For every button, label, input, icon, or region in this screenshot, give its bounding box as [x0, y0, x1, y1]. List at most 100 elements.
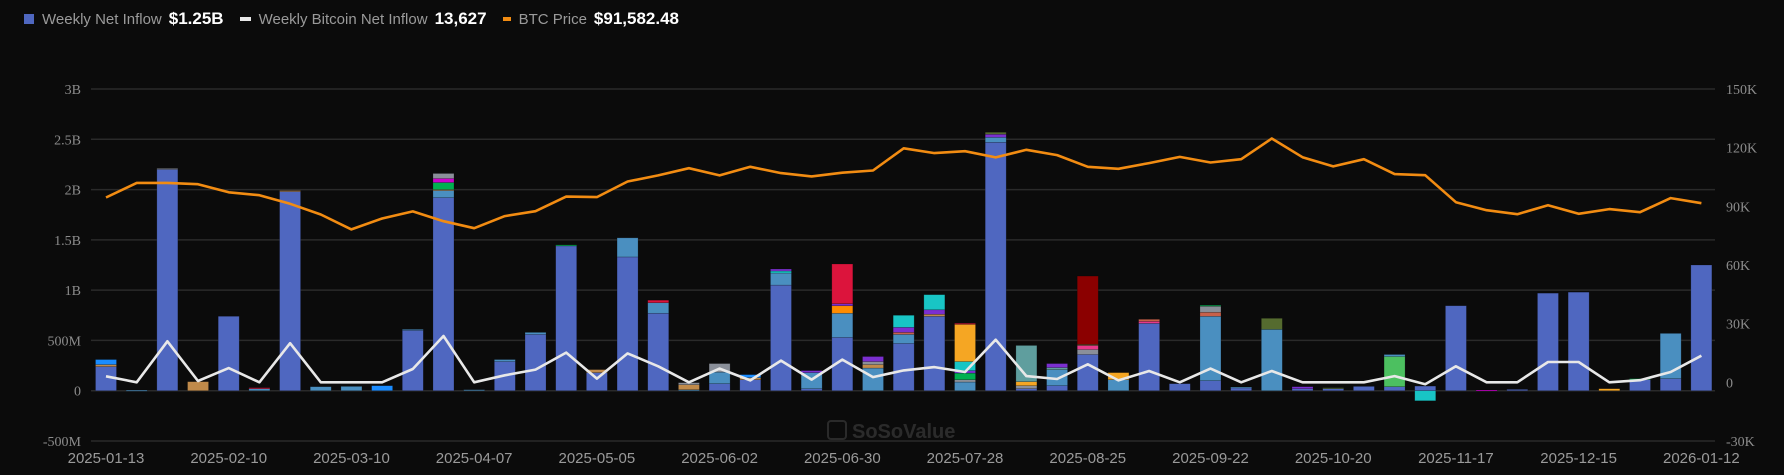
bar-segment[interactable]	[954, 323, 976, 325]
bar-segment[interactable]	[892, 327, 915, 333]
btc-net-inflow-line-point[interactable]	[1514, 379, 1520, 385]
bar-2025-11-17[interactable]	[1445, 305, 1467, 392]
bar-segment[interactable]	[432, 197, 455, 392]
bar-segment[interactable]	[1169, 383, 1191, 392]
btc-net-inflow-line-point[interactable]	[1023, 373, 1029, 379]
btc-price-line-point[interactable]	[1269, 135, 1275, 141]
bar-2025-05-05[interactable]	[586, 369, 608, 392]
bar-segment[interactable]	[1414, 390, 1437, 402]
btc-price-line-point[interactable]	[1361, 156, 1367, 162]
bar-2025-04-28[interactable]	[555, 244, 578, 392]
bar-segment[interactable]	[954, 381, 976, 392]
bar-2025-05-12[interactable]	[616, 237, 639, 392]
btc-price-line-point[interactable]	[1576, 211, 1582, 217]
bar-segment[interactable]	[1046, 385, 1068, 392]
btc-net-inflow-line-point[interactable]	[655, 363, 661, 369]
btc-net-inflow-line-point[interactable]	[1085, 361, 1091, 367]
bar-2025-02-10[interactable]	[217, 315, 240, 392]
btc-net-inflow-line-point[interactable]	[1115, 377, 1121, 383]
bar-segment[interactable]	[125, 389, 148, 392]
bar-2025-08-04[interactable]	[984, 131, 1007, 392]
bar-segment[interactable]	[1199, 380, 1222, 392]
btc-net-inflow-line-point[interactable]	[1361, 379, 1367, 385]
bar-segment[interactable]	[1261, 318, 1283, 330]
bar-segment[interactable]	[831, 305, 854, 314]
btc-net-inflow-line-point[interactable]	[1698, 353, 1704, 359]
bar-segment[interactable]	[95, 359, 117, 365]
bar-segment[interactable]	[1659, 378, 1682, 392]
bar-segment[interactable]	[1537, 292, 1559, 392]
btc-price-line-point[interactable]	[1177, 154, 1183, 160]
bar-2025-07-21[interactable]	[923, 294, 946, 392]
bar-2025-07-07[interactable]	[862, 356, 884, 392]
bar-segment[interactable]	[1353, 386, 1375, 392]
btc-net-inflow-line[interactable]	[105, 334, 1703, 386]
btc-price-line-point[interactable]	[1085, 164, 1091, 170]
bar-segment[interactable]	[1015, 385, 1038, 390]
btc-price-line-point[interactable]	[1146, 160, 1152, 166]
bar-segment[interactable]	[524, 334, 547, 392]
bar-segment[interactable]	[1076, 345, 1099, 350]
bar-segment[interactable]	[1046, 363, 1068, 368]
bar-2025-10-13[interactable]	[1291, 386, 1314, 392]
bar-segment[interactable]	[1322, 387, 1344, 390]
bar-segment[interactable]	[770, 270, 792, 274]
btc-price-line-point[interactable]	[563, 194, 569, 200]
bar-segment[interactable]	[217, 315, 240, 392]
bar-segment[interactable]	[831, 312, 854, 338]
bar-segment[interactable]	[555, 245, 578, 392]
btc-net-inflow-line-point[interactable]	[1576, 359, 1582, 365]
btc-price-line-point[interactable]	[1238, 156, 1244, 162]
bar-segment[interactable]	[248, 387, 271, 390]
bar-2025-03-31[interactable]	[432, 173, 455, 392]
bar-2026-01-12[interactable]	[1690, 264, 1713, 392]
btc-price-line-point[interactable]	[1484, 207, 1490, 213]
btc-net-inflow-line-point[interactable]	[226, 365, 232, 371]
bar-segment[interactable]	[984, 133, 1007, 138]
btc-net-inflow-line-point[interactable]	[962, 369, 968, 375]
bar-segment[interactable]	[1475, 389, 1498, 392]
btc-price-line-point[interactable]	[1637, 209, 1643, 215]
btc-price-line-point[interactable]	[1207, 160, 1213, 166]
bar-segment[interactable]	[984, 142, 1007, 392]
bar-2025-11-03[interactable]	[1383, 354, 1406, 392]
bar-segment[interactable]	[1199, 304, 1222, 307]
btc-net-inflow-line-point[interactable]	[440, 333, 446, 339]
bar-segment[interactable]	[524, 332, 547, 335]
bar-segment[interactable]	[892, 343, 915, 392]
bar-segment[interactable]	[494, 359, 516, 362]
btc-price-line-point[interactable]	[870, 168, 876, 174]
bar-2025-05-19[interactable]	[647, 299, 670, 392]
btc-net-inflow-line-point[interactable]	[1392, 373, 1398, 379]
btc-price-line-point[interactable]	[717, 172, 723, 178]
bar-segment[interactable]	[892, 334, 915, 344]
bar-segment[interactable]	[1383, 356, 1406, 387]
bar-2025-11-24[interactable]	[1475, 389, 1498, 392]
btc-net-inflow-line-point[interactable]	[747, 377, 753, 383]
btc-price-line-point[interactable]	[1330, 163, 1336, 169]
btc-price-line-point[interactable]	[809, 173, 815, 179]
bar-2025-04-07[interactable]	[463, 389, 485, 392]
bar-segment[interactable]	[371, 385, 393, 392]
btc-price-line-point[interactable]	[440, 218, 446, 224]
bar-segment[interactable]	[1076, 354, 1099, 392]
bar-segment[interactable]	[1506, 389, 1529, 392]
bar-segment[interactable]	[616, 237, 639, 258]
btc-price-line-point[interactable]	[226, 189, 232, 195]
btc-price-line-point[interactable]	[103, 195, 109, 201]
bar-segment[interactable]	[463, 389, 485, 392]
bar-segment[interactable]	[401, 329, 424, 331]
btc-net-inflow-line-point[interactable]	[533, 367, 539, 373]
bar-segment[interactable]	[862, 361, 884, 365]
bar-segment[interactable]	[1261, 329, 1283, 392]
bar-segment[interactable]	[1291, 388, 1314, 392]
bar-segment[interactable]	[678, 384, 700, 391]
bar-2025-09-15[interactable]	[1169, 383, 1191, 392]
btc-net-inflow-line-point[interactable]	[502, 372, 508, 378]
btc-price-line-point[interactable]	[1514, 211, 1520, 217]
bar-2025-12-08[interactable]	[1537, 292, 1559, 392]
btc-net-inflow-line-point[interactable]	[164, 338, 170, 344]
bar-segment[interactable]	[279, 190, 301, 192]
legend-item-btc-inflow[interactable]: Weekly Bitcoin Net Inflow 13,627	[239, 9, 487, 29]
bar-segment[interactable]	[647, 312, 670, 392]
